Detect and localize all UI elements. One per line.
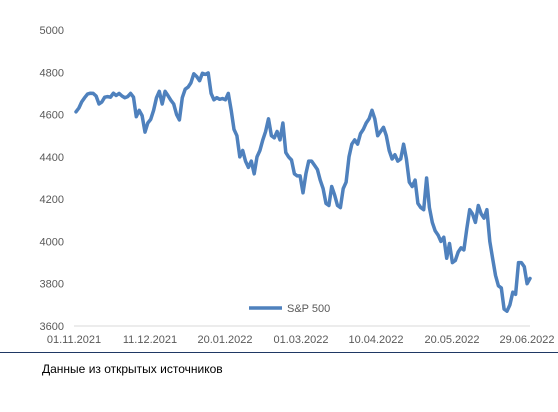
y-tick-label: 4800 (40, 67, 64, 79)
x-tick-label: 01.11.2021 (47, 334, 101, 345)
y-tick-label: 4200 (40, 194, 64, 206)
y-tick-label: 3600 (40, 321, 64, 333)
divider (0, 352, 558, 353)
legend-label: S&P 500 (287, 303, 330, 315)
series-line-sp500 (74, 71, 532, 313)
x-tick-label: 01.03.2022 (273, 334, 328, 345)
y-tick-label: 5000 (40, 25, 64, 37)
legend: S&P 500 (249, 303, 330, 315)
x-tick-label: 20.05.2022 (424, 334, 479, 345)
x-tick-label: 20.01.2022 (197, 334, 252, 345)
source-note: Данные из открытых источников (42, 362, 223, 376)
y-tick-label: 4000 (40, 236, 64, 248)
x-axis: 01.11.2021 11.12.2021 20.01.2022 01.03.2022… (47, 334, 555, 345)
x-tick-label: 29.06.2022 (499, 334, 554, 345)
y-tick-label: 3800 (40, 279, 64, 291)
chart: 3600 3800 4000 4200 4400 4600 4800 5000 01.11.2… (40, 25, 555, 345)
y-axis: 3600 3800 4000 4200 4400 4600 4800 5000 (40, 25, 64, 333)
y-tick-label: 4400 (40, 152, 64, 164)
y-tick-label: 4600 (40, 110, 64, 122)
x-tick-label: 11.12.2021 (123, 334, 177, 345)
x-tick-label: 10.04.2022 (348, 334, 403, 345)
